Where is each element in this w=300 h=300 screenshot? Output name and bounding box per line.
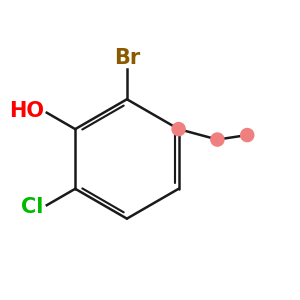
Circle shape (241, 128, 254, 142)
Text: Cl: Cl (21, 197, 44, 217)
Text: Br: Br (114, 48, 140, 68)
Text: HO: HO (9, 101, 44, 121)
Circle shape (211, 133, 224, 146)
Circle shape (172, 122, 185, 136)
